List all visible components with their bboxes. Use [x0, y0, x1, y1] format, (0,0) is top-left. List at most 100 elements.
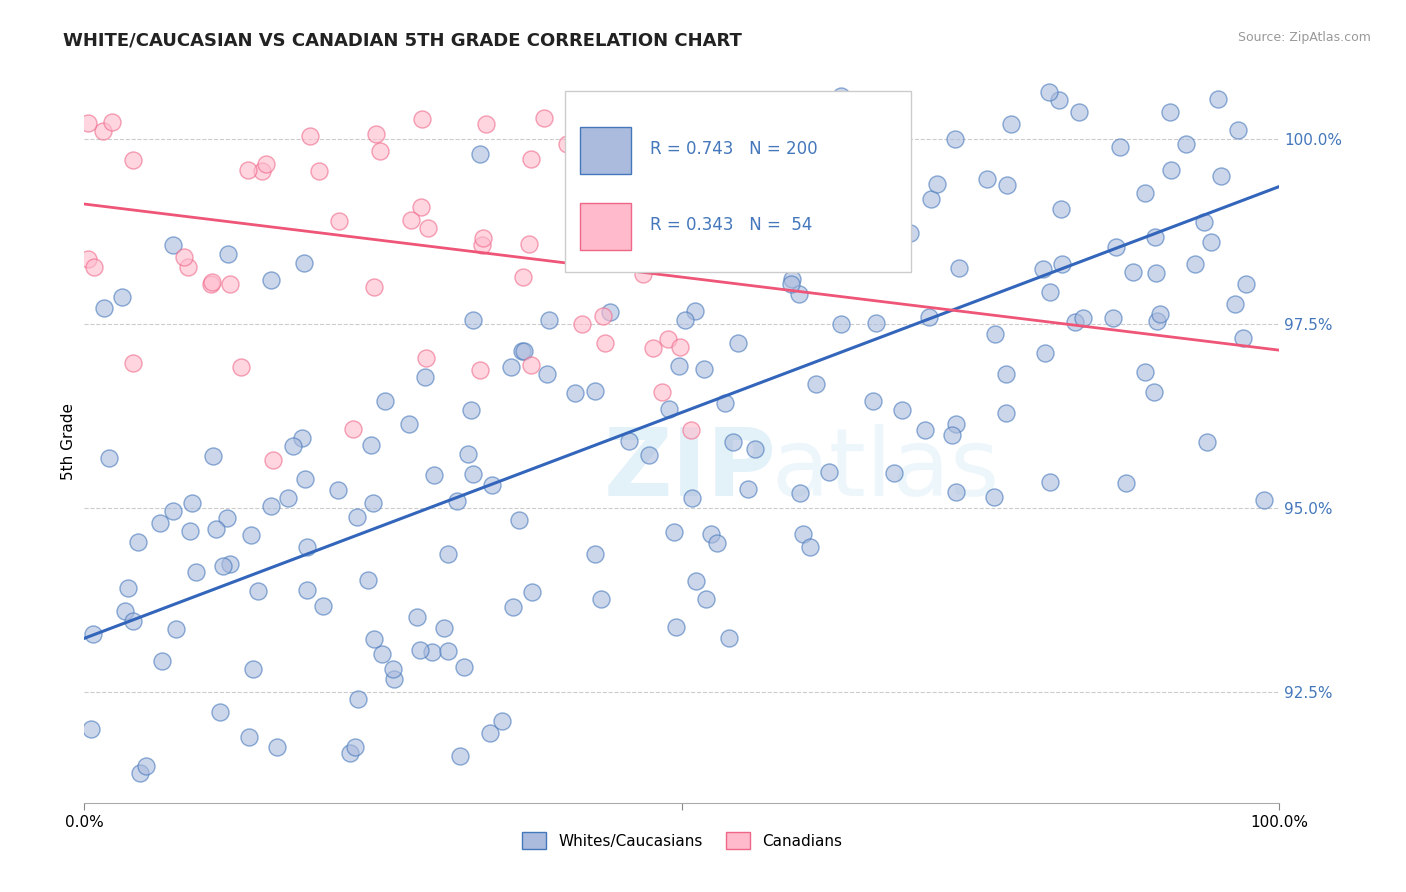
Point: [101, 114, 124, 128]
Point: [779, 277, 801, 292]
Point: [920, 192, 942, 206]
Point: [1157, 21, 1180, 36]
Point: [830, 89, 852, 103]
Point: [277, 491, 299, 505]
Point: [342, 422, 364, 436]
Point: [453, 660, 475, 674]
Point: [1159, 105, 1181, 120]
Point: [983, 490, 1005, 504]
Point: [508, 513, 530, 527]
Point: [830, 317, 852, 331]
Point: [583, 547, 606, 561]
Point: [602, 235, 624, 249]
Point: [1184, 258, 1206, 272]
Point: [599, 305, 621, 319]
Point: [744, 442, 766, 456]
Point: [162, 238, 184, 252]
Point: [668, 359, 690, 374]
Point: [477, 808, 499, 822]
Point: [472, 231, 495, 245]
Point: [862, 393, 884, 408]
Point: [326, 483, 349, 497]
Point: [128, 765, 150, 780]
Point: [1115, 475, 1137, 490]
Point: [520, 584, 543, 599]
Point: [339, 746, 361, 760]
Point: [583, 384, 606, 398]
Point: [1005, 46, 1028, 61]
Point: [208, 706, 231, 720]
Point: [83, 260, 105, 275]
Point: [519, 152, 541, 166]
Point: [457, 447, 479, 461]
Point: [165, 622, 187, 636]
Point: [217, 511, 239, 525]
Point: [82, 626, 104, 640]
Point: [941, 427, 963, 442]
Point: [360, 438, 382, 452]
Point: [1063, 314, 1085, 328]
Point: [127, 534, 149, 549]
Text: atlas: atlas: [772, 425, 1000, 516]
Point: [787, 287, 810, 301]
Point: [308, 164, 330, 178]
Point: [346, 692, 368, 706]
Point: [219, 557, 242, 571]
Point: [695, 592, 717, 607]
Point: [883, 467, 905, 481]
Point: [693, 361, 716, 376]
Point: [782, 271, 804, 285]
Point: [713, 396, 735, 410]
Point: [460, 402, 482, 417]
Point: [1199, 235, 1222, 249]
Point: [260, 273, 283, 287]
Point: [1192, 215, 1215, 229]
Point: [1133, 186, 1156, 200]
Point: [190, 848, 212, 863]
Point: [945, 417, 967, 431]
FancyBboxPatch shape: [565, 91, 911, 272]
Point: [567, 145, 589, 159]
Point: [246, 584, 269, 599]
Point: [721, 434, 744, 449]
Point: [876, 247, 898, 261]
Point: [592, 310, 614, 324]
Point: [1050, 257, 1073, 271]
Point: [297, 541, 319, 555]
Point: [804, 376, 827, 391]
Point: [181, 496, 204, 510]
Point: [217, 246, 239, 260]
Point: [461, 467, 484, 481]
Point: [491, 714, 513, 729]
Point: [77, 252, 100, 266]
Point: [1105, 240, 1128, 254]
Point: [468, 363, 491, 377]
Point: [297, 582, 319, 597]
Point: [468, 147, 491, 161]
Point: [291, 431, 314, 445]
Point: [449, 748, 471, 763]
Point: [162, 504, 184, 518]
Point: [918, 310, 941, 324]
Point: [205, 522, 228, 536]
Point: [983, 327, 1005, 342]
Point: [619, 434, 641, 449]
Point: [294, 471, 316, 485]
Point: [651, 384, 673, 399]
Point: [328, 214, 350, 228]
Point: [184, 566, 207, 580]
Point: [1122, 265, 1144, 279]
Point: [995, 406, 1018, 420]
Point: [572, 197, 595, 211]
Point: [828, 223, 851, 237]
Point: [413, 370, 436, 384]
Point: [1039, 285, 1062, 299]
Point: [411, 200, 433, 214]
Point: [727, 336, 749, 351]
Point: [422, 467, 444, 482]
Legend: Whites/Caucasians, Canadians: Whites/Caucasians, Canadians: [515, 824, 849, 856]
Point: [471, 238, 494, 252]
Point: [1146, 314, 1168, 328]
Point: [1033, 346, 1056, 360]
Point: [250, 164, 273, 178]
